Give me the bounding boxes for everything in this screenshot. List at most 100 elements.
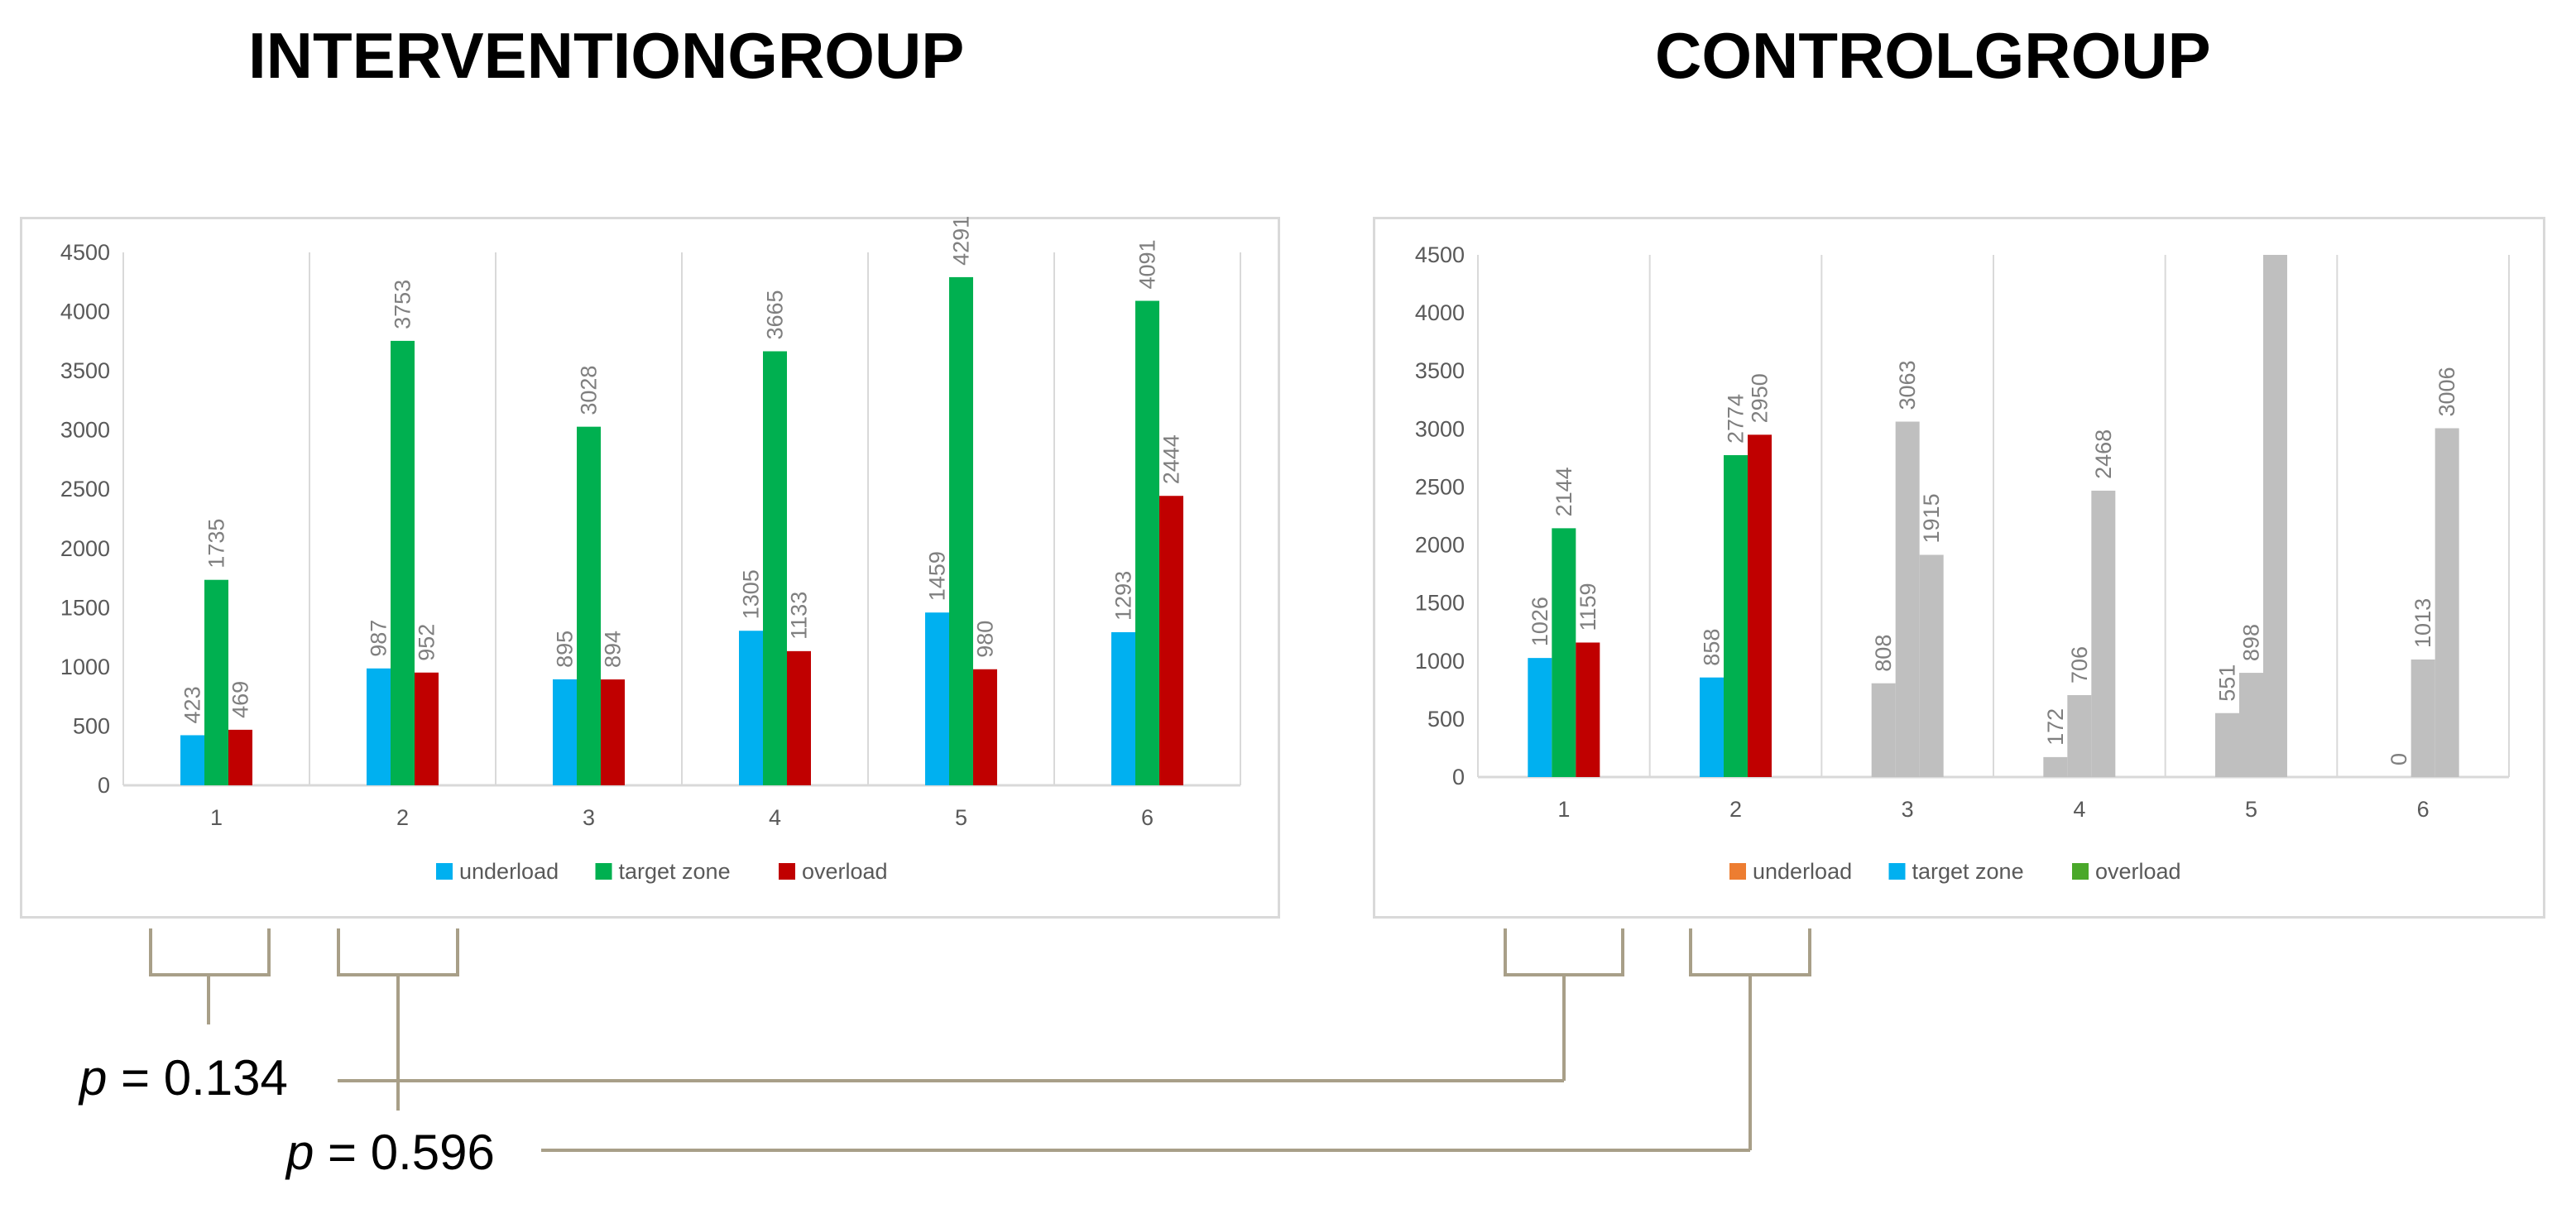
x-tick-label: 2 [1729,797,1742,822]
bar-target-zone [949,276,973,785]
bracket-right-cat2 [1689,928,1811,976]
x-tick-label: 6 [2417,797,2430,822]
control-chart-panel: 0 500 1000 1500 2000 2500 3000 3500 4000 4500 1 102… [1373,217,2545,919]
data-label: 172 [2043,708,2068,746]
x-tick-label: 4 [769,805,781,830]
legend-swatch [1888,863,1906,880]
y-tick-label: 2000 [60,536,110,561]
legend-swatch [1729,863,1746,880]
y-tick-label: 0 [98,773,110,798]
bar-overload [1919,554,1944,777]
data-label: 2144 [1552,467,1576,516]
intervention-group-title: INTERVENTIONGROUP [248,19,965,92]
bar-target-zone [2411,659,2435,777]
data-label: 987 [367,620,391,657]
data-label: 980 [973,621,998,658]
x-tick-label: 3 [1902,797,1914,822]
y-tick-label: 2500 [1415,474,1465,499]
data-label: 469 [228,681,253,718]
bar-underload [1871,683,1896,777]
bar-target-zone [2067,695,2092,777]
control-bar-chart: 0 500 1000 1500 2000 2500 3000 3500 4000 4500 1 102… [1415,242,2510,884]
intervention-chart-panel: 0 500 1000 1500 2000 2500 3000 3500 4000 4500 1 423… [20,216,1280,919]
y-tick-label: 4500 [60,240,110,265]
y-tick-label: 500 [73,713,110,738]
bar-overload [2091,490,2116,777]
bar-target-zone [1724,455,1748,777]
x-tick-label: 4 [2073,797,2085,822]
bracket-left-cat1 [149,928,271,976]
data-label: 1735 [204,519,229,569]
y-tick-label: 4000 [60,300,110,324]
data-label: 898 [2239,624,2264,661]
x-tick-label: 1 [1557,797,1570,822]
data-label: 808 [1871,635,1896,672]
bracket-right-cat1 [1504,928,1624,976]
intervention-bar-chart: 0500100015002000250030003500400045001423… [60,216,1241,884]
bar-overload [415,672,439,785]
legend-swatch [779,863,795,880]
data-label: 1915 [1919,493,1944,543]
y-tick-label: 3500 [60,358,110,383]
bar-target-zone [1895,421,1920,777]
bar-target-zone [1135,300,1159,785]
bar-target-zone [577,426,601,785]
bar-target-zone [391,340,415,785]
bar-overload [601,679,625,785]
y-tick-label: 1000 [1415,649,1465,674]
p-value-1-text: = 0.134 [121,1050,288,1106]
y-tick-label: 1500 [60,595,110,620]
x-tick-label: 5 [955,805,967,830]
data-label: 858 [1700,629,1725,666]
bar-underload [1528,658,1552,777]
legend-label: underload [1753,859,1852,884]
data-label: 1159 [1576,583,1600,631]
data-label: 2950 [1748,373,1772,423]
bar-underload [1700,677,1724,777]
bar-overload [787,650,811,785]
data-label: 895 [553,631,578,668]
data-label: 2444 [1159,434,1184,484]
data-label: 3753 [391,280,415,329]
data-label: 3665 [763,290,788,339]
bar-underload [2215,712,2239,777]
bar-overload [1159,496,1183,785]
legend-label: target zone [1912,859,2024,884]
data-label: 0 [2387,753,2411,765]
data-label: 3006 [2434,367,2459,416]
bar-overload [228,729,252,785]
data-label: 4291 [949,216,974,266]
legend-swatch [436,863,453,880]
bar-underload [180,735,204,785]
y-tick-label: 3500 [1415,358,1465,383]
control-group-title: CONTROLGROUP [1655,19,2211,92]
y-tick-label: 500 [1427,707,1465,732]
data-label: 706 [2067,646,2092,684]
y-tick-label: 3000 [60,418,110,443]
x-tick-label: 6 [1141,805,1154,830]
bar-underload [553,679,577,785]
bar-overload [973,669,997,785]
data-label: 3028 [577,366,602,415]
legend-label: overload [2095,859,2181,884]
p-symbol: p [286,1125,314,1180]
data-label: 1305 [739,569,764,619]
bar-target-zone [2239,673,2263,777]
p-value-2-text: = 0.596 [328,1125,495,1180]
legend-label: overload [802,859,888,884]
legend-swatch [595,863,612,880]
bar-underload [1111,631,1135,785]
bar-overload [2434,428,2459,777]
data-label: 952 [415,624,439,661]
bar-overload [2263,255,2287,777]
y-tick-label: 4500 [1415,242,1465,267]
p-value-1: p = 0.134 [79,1049,288,1106]
x-tick-label: 2 [396,805,409,830]
legend-swatch [2072,863,2089,880]
legend-label: target zone [619,859,731,884]
y-tick-label: 2000 [1415,533,1465,558]
y-tick-label: 1000 [60,655,110,679]
data-label: 1026 [1528,597,1552,646]
data-label: 4091 [1135,239,1160,289]
